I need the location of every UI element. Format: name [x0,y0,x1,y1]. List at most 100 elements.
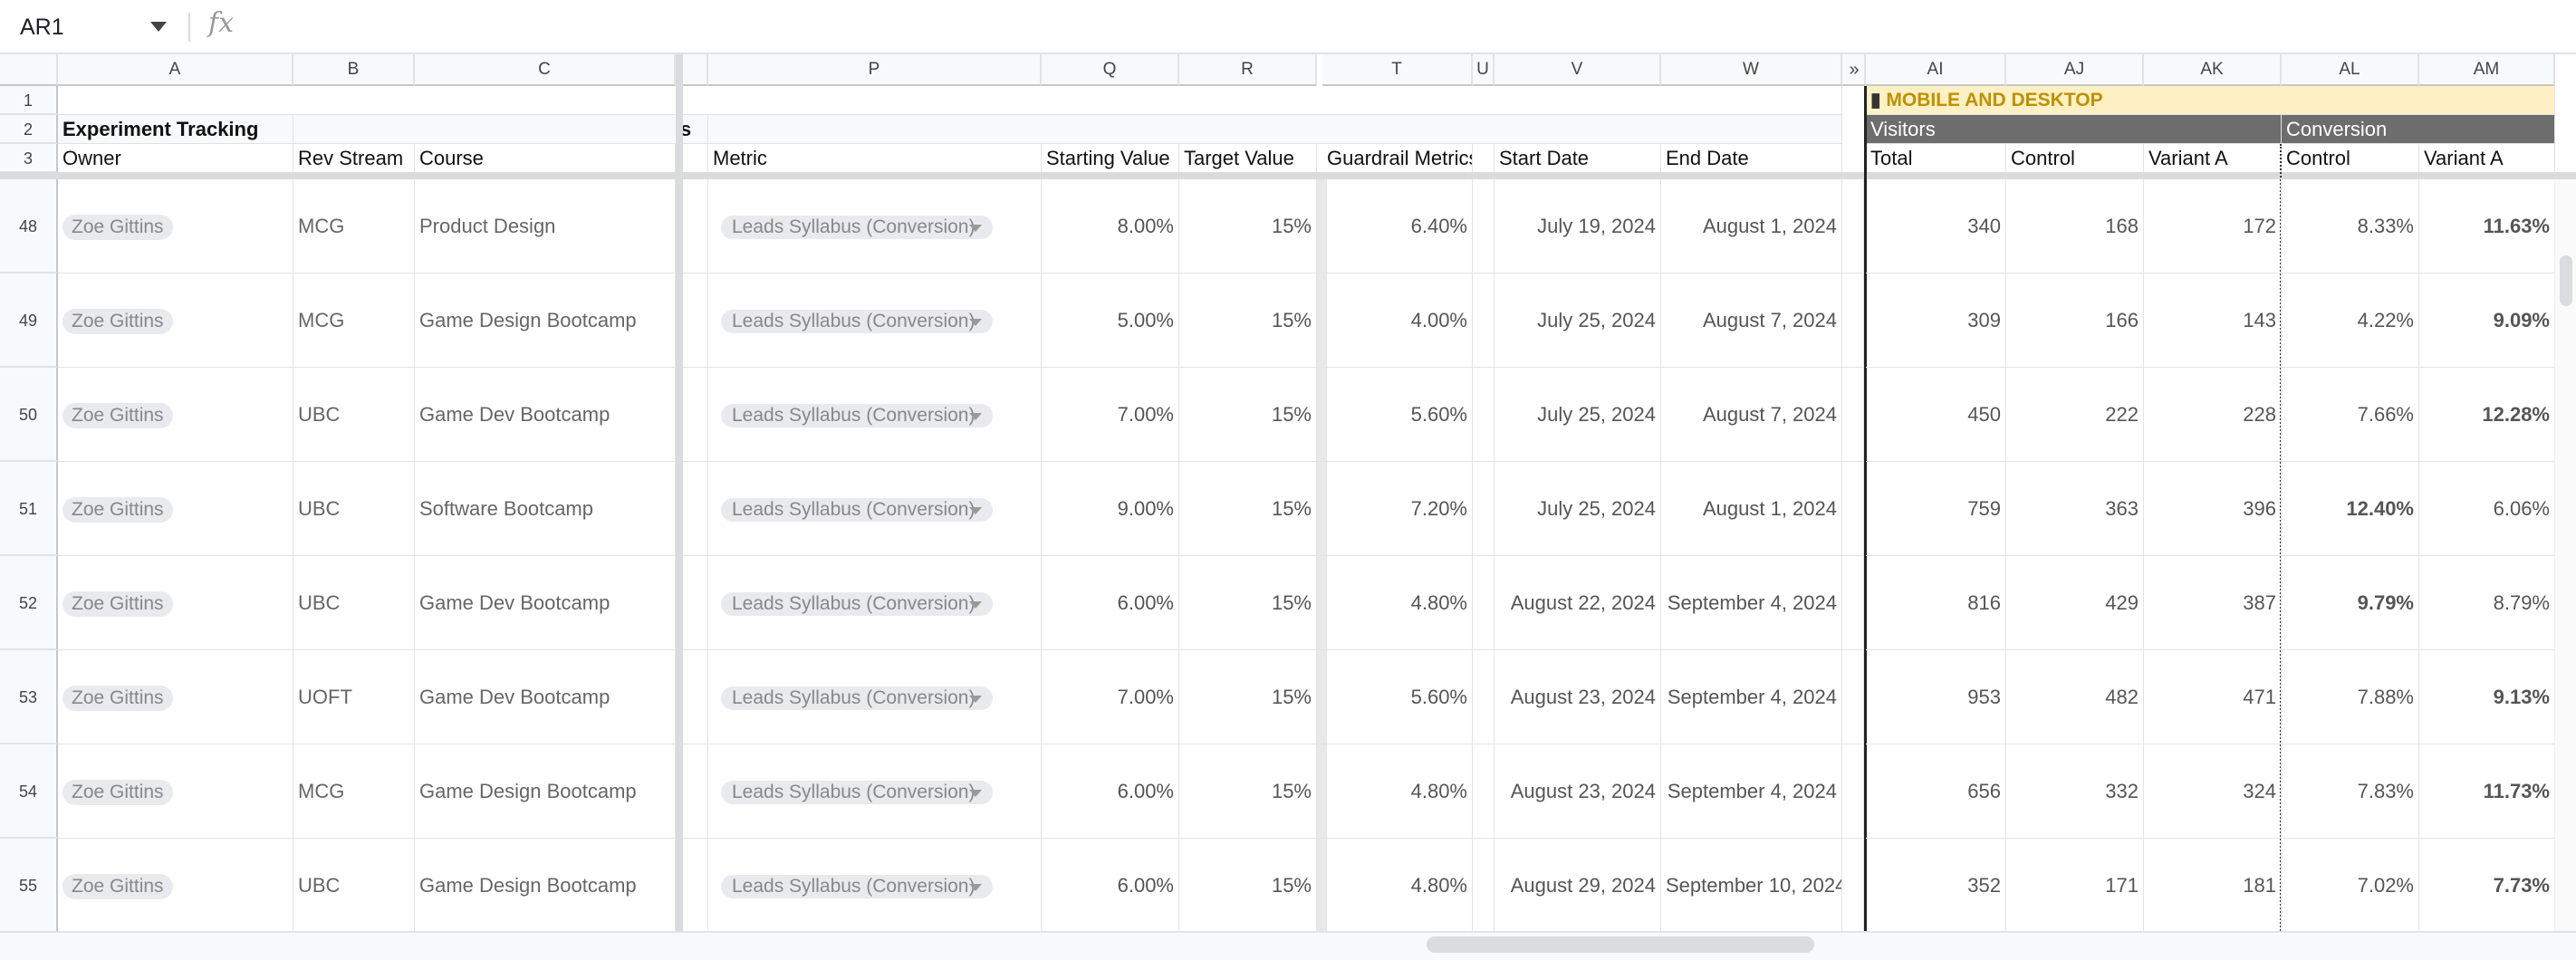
chevron-down-icon[interactable] [969,507,982,514]
column-header-aj[interactable]: AJ [2006,54,2144,86]
starting-value-cell[interactable]: 9.00% [1042,462,1179,556]
owner-cell[interactable]: Zoe Gittins [58,179,293,274]
rev-stream-cell[interactable]: UBC [293,556,415,650]
column-header-al[interactable]: AL [2282,54,2419,86]
visitors-total-cell[interactable]: 759 [1866,462,2006,556]
conversion-control-cell[interactable]: 7.83% [2282,744,2419,839]
metric-cell[interactable]: Leads Syllabus (Conversion) [708,274,1042,368]
conversion-control-cell[interactable]: 7.66% [2282,368,2419,462]
starting-value-cell[interactable]: 7.00% [1042,368,1179,462]
conversion-variant-cell[interactable]: 9.09% [2419,274,2555,368]
target-value-cell[interactable]: 15% [1179,462,1317,556]
visitors-variant-cell[interactable]: 172 [2144,179,2282,274]
owner-cell[interactable]: Zoe Gittins [58,462,293,556]
visitors-variant-cell[interactable]: 324 [2144,744,2282,839]
course-cell[interactable]: Software Bootcamp [415,462,676,556]
visitors-variant-cell[interactable]: 387 [2144,556,2282,650]
column-header-q[interactable]: Q [1042,54,1179,86]
start-date-cell[interactable]: August 23, 2024 [1495,650,1661,744]
owner-chip[interactable]: Zoe Gittins [62,874,173,899]
rev-stream-header[interactable]: Rev Stream [293,144,415,173]
column-header-r[interactable]: R [1179,54,1317,86]
visitors-control-cell[interactable]: 363 [2006,462,2144,556]
rev-stream-cell[interactable]: UBC [293,839,415,933]
target-value-cell[interactable]: 15% [1179,744,1317,839]
rev-stream-cell[interactable]: UBC [293,462,415,556]
metric-header[interactable]: Metric [708,144,1042,173]
visitors-variant-cell[interactable]: 143 [2144,274,2282,368]
target-value-cell[interactable]: 15% [1179,274,1317,368]
owner-chip[interactable]: Zoe Gittins [62,309,173,334]
column-header-ai[interactable]: AI [1866,54,2006,86]
target-value-header[interactable]: Target Value [1179,144,1317,173]
course-cell[interactable]: Game Dev Bootcamp [415,556,676,650]
metric-cell[interactable]: Leads Syllabus (Conversion) [708,179,1042,274]
course-cell[interactable]: Game Design Bootcamp [415,839,676,933]
conversion-control-cell[interactable]: 7.02% [2282,839,2419,933]
visitors-variant-cell[interactable]: 181 [2144,839,2282,933]
visitors-control-cell[interactable]: 166 [2006,274,2144,368]
owner-chip[interactable]: Zoe Gittins [62,780,173,805]
end-date-header[interactable]: End Date [1661,144,1842,173]
metric-dropdown[interactable]: Leads Syllabus (Conversion) [721,686,993,710]
owner-cell[interactable]: Zoe Gittins [58,839,293,933]
name-box-dropdown-icon[interactable] [150,22,167,32]
conversion-control-cell[interactable]: 4.22% [2282,274,2419,368]
owner-cell[interactable]: Zoe Gittins [58,556,293,650]
end-date-cell[interactable]: August 7, 2024 [1661,368,1842,462]
end-date-cell[interactable]: August 1, 2024 [1661,462,1842,556]
horizontal-scrollbar[interactable] [0,931,2576,960]
visitors-control-header[interactable]: Control [2006,144,2144,173]
target-value-cell[interactable]: 15% [1179,839,1317,933]
start-date-cell[interactable]: August 29, 2024 [1495,839,1661,933]
start-date-cell[interactable]: July 25, 2024 [1495,274,1661,368]
metric-dropdown[interactable]: Leads Syllabus (Conversion) [721,310,993,333]
guardrail-cell[interactable]: 4.80% [1322,839,1473,933]
visitors-total-cell[interactable]: 450 [1866,368,2006,462]
visitors-variant-cell[interactable]: 396 [2144,462,2282,556]
column-header-u[interactable]: U [1473,54,1495,86]
end-date-cell[interactable]: September 4, 2024 [1661,556,1842,650]
visitors-control-cell[interactable]: 332 [2006,744,2144,839]
end-date-cell[interactable]: August 7, 2024 [1661,274,1842,368]
rev-stream-cell[interactable]: MCG [293,744,415,839]
conversion-variant-cell[interactable]: 9.13% [2419,650,2555,744]
guardrail-cell[interactable]: 4.80% [1322,744,1473,839]
rev-stream-cell[interactable]: UBC [293,368,415,462]
row-header-55[interactable]: 55 [0,839,58,933]
rev-stream-cell[interactable]: MCG [293,274,415,368]
frozen-row-divider[interactable] [0,172,2576,179]
target-value-cell[interactable]: 15% [1179,556,1317,650]
row-header-53[interactable]: 53 [0,650,58,744]
target-value-cell[interactable]: 15% [1179,368,1317,462]
rev-stream-cell[interactable]: MCG [293,179,415,274]
starting-value-cell[interactable]: 6.00% [1042,556,1179,650]
metric-dropdown[interactable]: Leads Syllabus (Conversion) [721,498,993,522]
column-header-c[interactable]: C [415,54,676,86]
u-cell[interactable] [1473,556,1495,650]
u-cell[interactable] [1473,274,1495,368]
owner-cell[interactable]: Zoe Gittins [58,368,293,462]
metric-dropdown[interactable]: Leads Syllabus (Conversion) [721,781,993,804]
owner-chip[interactable]: Zoe Gittins [62,686,173,711]
chevron-down-icon[interactable] [969,884,982,891]
course-cell[interactable]: Game Design Bootcamp [415,744,676,839]
visitors-variant-cell[interactable]: 471 [2144,650,2282,744]
horizontal-scroll-thumb[interactable] [1427,936,1814,953]
start-date-cell[interactable]: August 23, 2024 [1495,744,1661,839]
starting-value-cell[interactable]: 6.00% [1042,839,1179,933]
conversion-control-header[interactable]: Control [2282,144,2419,173]
guardrail-cell[interactable]: 7.20% [1322,462,1473,556]
conversion-variant-cell[interactable]: 11.73% [2419,744,2555,839]
target-value-cell[interactable]: 15% [1179,650,1317,744]
guardrail-cell[interactable]: 4.00% [1322,274,1473,368]
visitors-total-cell[interactable]: 656 [1866,744,2006,839]
u-cell[interactable] [1473,368,1495,462]
starting-value-header[interactable]: Starting Value [1042,144,1179,173]
column-header-a[interactable]: A [58,54,293,86]
rev-stream-cell[interactable]: UOFT [293,650,415,744]
owner-cell[interactable]: Zoe Gittins [58,744,293,839]
row-header-3[interactable]: 3 [0,144,58,173]
conversion-control-cell[interactable]: 8.33% [2282,179,2419,274]
visitors-total-cell[interactable]: 816 [1866,556,2006,650]
